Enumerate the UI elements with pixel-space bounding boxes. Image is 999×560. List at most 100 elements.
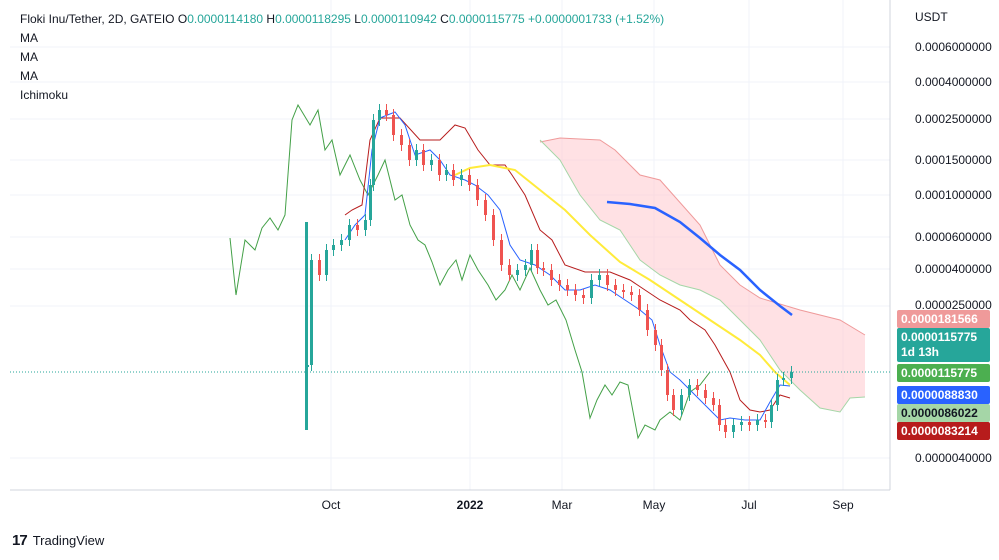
- candle-body: [654, 330, 657, 345]
- low-value: 0.0000110942: [360, 12, 437, 26]
- price-tag-lagging: 0.0000086022: [897, 404, 990, 422]
- open-value: 0.0000114180: [187, 12, 264, 26]
- candle-body: [614, 285, 617, 290]
- indicator-ma-3[interactable]: MA: [20, 69, 38, 83]
- price-tag-ma: 0.0000115775: [897, 364, 990, 382]
- candle-body: [356, 225, 359, 230]
- candle-body: [392, 115, 395, 135]
- candle-body: [484, 200, 487, 215]
- ichimoku-cloud: [539, 137, 866, 413]
- candle-body: [400, 135, 403, 145]
- price-tag-cloud-top: 0.0000181566: [897, 310, 990, 328]
- time-label: Jul: [741, 498, 757, 512]
- candle-body: [516, 270, 519, 275]
- candle-body: [696, 385, 699, 390]
- candle-body: [408, 145, 411, 160]
- indicator-lines: [229, 103, 793, 440]
- time-label: May: [642, 498, 666, 512]
- candle-body: [574, 290, 577, 295]
- ma-blue-line: [606, 200, 793, 316]
- footer[interactable]: 17 TradingView: [12, 532, 104, 549]
- candle-body: [718, 405, 721, 425]
- indicator-ma-1[interactable]: MA: [20, 31, 38, 45]
- candles: [305, 104, 793, 438]
- indicator-ma-2[interactable]: MA: [20, 50, 38, 64]
- candle-body: [325, 250, 328, 275]
- price-label: 0.0000600000: [915, 230, 992, 244]
- high-value: 0.0000118295: [275, 12, 351, 26]
- price-label: 0.0000250000: [915, 298, 992, 312]
- close-value: 0.0000115775: [448, 12, 525, 26]
- candle-body: [452, 170, 455, 180]
- cloud-span-a: [539, 137, 866, 336]
- candle-body: [369, 185, 372, 220]
- candle-body: [348, 225, 351, 240]
- candle-body: [606, 275, 609, 285]
- candle-body: [630, 292, 633, 295]
- candle-body: [385, 110, 388, 115]
- cloud-span-b: [539, 139, 866, 413]
- candle-body: [790, 372, 793, 378]
- candle-body: [740, 422, 743, 425]
- candle-body: [476, 185, 479, 200]
- candle-body: [598, 275, 601, 280]
- high-label: H: [266, 12, 276, 26]
- candle-body: [756, 420, 759, 425]
- candle-body: [524, 265, 527, 270]
- candle-body: [646, 310, 649, 330]
- time-label: 2022: [456, 498, 484, 512]
- time-label: Oct: [321, 498, 341, 512]
- brand-label: TradingView: [32, 533, 105, 548]
- lagging-span: [229, 103, 711, 440]
- price-tag-tenkan: 0.0000088830: [897, 386, 990, 404]
- candle-body: [305, 222, 308, 430]
- kijun-line: [344, 117, 791, 413]
- price-label: 0.0004000000: [915, 75, 992, 89]
- price-tag-last-value: 0.0000115775: [901, 330, 978, 344]
- candle-body: [492, 215, 495, 240]
- candle-body: [688, 385, 691, 395]
- candle-body: [680, 395, 683, 410]
- candle-body: [372, 120, 375, 185]
- candle-body: [332, 245, 335, 250]
- candle-body: [724, 425, 727, 432]
- candle-body: [508, 265, 511, 275]
- tradingview-logo-icon: 17: [12, 532, 28, 549]
- candle-body: [704, 390, 707, 398]
- candle-body: [536, 250, 539, 268]
- cloud-area: [540, 138, 865, 412]
- candle-body: [364, 220, 367, 230]
- ma-yellow-line: [454, 163, 791, 386]
- candle-body: [776, 380, 779, 405]
- candle-body: [712, 398, 715, 405]
- price-label: 0.0000400000: [915, 262, 992, 276]
- tenkan-line: [344, 111, 791, 421]
- candle-body: [732, 425, 735, 432]
- candle-body: [558, 280, 561, 285]
- candle-body: [460, 175, 463, 180]
- price-label: 0.0002500000: [915, 112, 992, 126]
- candle-body: [310, 260, 313, 365]
- candle-body: [530, 250, 533, 265]
- chart-legend: Floki Inu/Tether, 2D, GATEIO O0.00001141…: [20, 10, 664, 105]
- price-label: 0.0001000000: [915, 188, 992, 202]
- candle-body: [438, 160, 441, 175]
- candle-body: [318, 260, 321, 275]
- candle-body: [672, 395, 675, 410]
- symbol-title[interactable]: Floki Inu/Tether, 2D, GATEIO: [20, 12, 175, 26]
- price-label: 0.0000040000: [915, 451, 992, 465]
- candle-body: [566, 285, 569, 290]
- candle-body: [422, 150, 425, 165]
- time-label: Sep: [832, 498, 854, 512]
- candle-body: [500, 240, 503, 265]
- low-label: L: [354, 12, 361, 26]
- open-label: O: [177, 12, 188, 26]
- price-label: 0.0006000000: [915, 40, 992, 54]
- candle-body: [622, 290, 625, 292]
- indicator-ichimoku[interactable]: Ichimoku: [20, 88, 69, 102]
- time-label: Mar: [551, 498, 573, 512]
- price-tag-last: 0.0000115775 1d 13h: [897, 328, 990, 362]
- candle-body: [542, 268, 545, 270]
- candle-body: [770, 405, 773, 422]
